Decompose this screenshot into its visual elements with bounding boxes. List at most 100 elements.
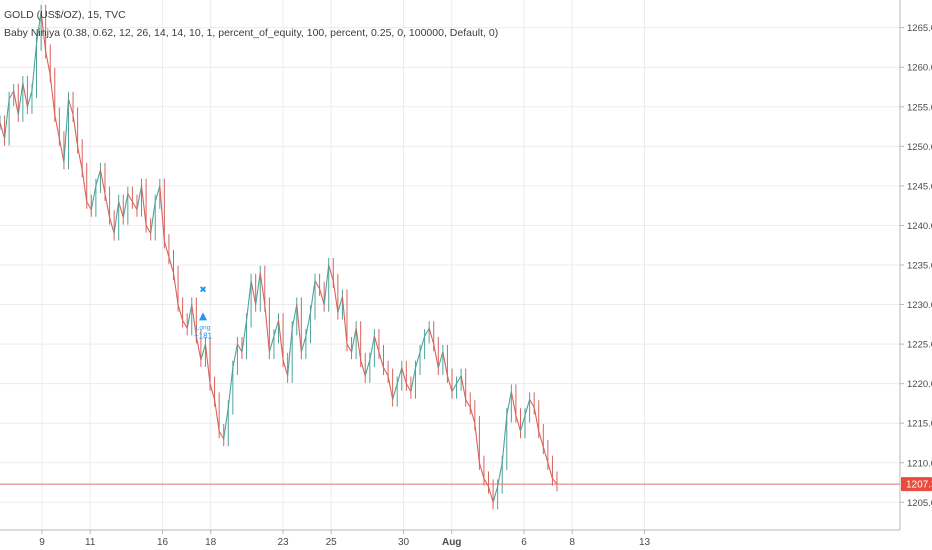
price-segment	[314, 280, 321, 290]
price-segment	[90, 185, 97, 210]
price-segment	[154, 185, 161, 202]
price-segment	[332, 280, 339, 313]
x-tick-label: 25	[326, 537, 338, 548]
price-segment	[177, 304, 184, 321]
price-segment	[369, 336, 375, 361]
price-segment	[232, 344, 238, 368]
price-segment	[31, 43, 38, 92]
price-segment	[524, 399, 531, 416]
price-segment	[113, 201, 120, 234]
price-segment	[341, 296, 348, 345]
price-segment	[0, 122, 6, 139]
price-segment	[401, 367, 407, 384]
price-segment	[346, 343, 353, 353]
price-segment	[4, 98, 10, 139]
strategy-title[interactable]: Baby Ninjya (0.38, 0.62, 12, 26, 14, 14,…	[4, 27, 499, 39]
price-segment	[456, 375, 462, 384]
price-segment	[296, 304, 302, 353]
price-segment	[460, 375, 467, 400]
price-segment	[497, 462, 503, 487]
arrow-up-icon	[199, 312, 207, 321]
price-segment	[241, 320, 248, 353]
symbol-title[interactable]: GOLD (US$/OZ), 15, TVC	[4, 9, 126, 21]
price-segment	[95, 169, 101, 187]
price-segment	[40, 11, 47, 52]
x-tick-label: 23	[277, 537, 289, 548]
price-segment	[236, 343, 243, 353]
price-segment	[214, 399, 220, 432]
y-tick-label: 1210.00	[907, 458, 932, 469]
price-segment	[150, 201, 156, 234]
price-segment	[168, 256, 175, 274]
price-segment	[131, 201, 138, 210]
price-segment	[127, 193, 133, 202]
y-tick-label: 1245.00	[907, 181, 932, 192]
y-tick-label: 1220.00	[907, 379, 932, 390]
price-segment	[387, 375, 394, 400]
price-segment	[172, 272, 179, 305]
price-segment	[35, 11, 42, 44]
price-segment	[291, 304, 298, 329]
price-segment	[223, 407, 229, 440]
price-segment	[383, 367, 389, 377]
x-tick-label: 8	[569, 537, 575, 548]
y-tick-label: 1260.00	[907, 63, 932, 74]
price-segment	[300, 336, 307, 353]
price-segment	[159, 185, 165, 242]
price-axis[interactable]: 1265.00 1260.00 1255.00 1250.00 1245.00 1240.…	[900, 23, 932, 509]
trade-label-top: Long	[196, 324, 211, 331]
current-price-badge: 1207.30	[901, 477, 932, 492]
y-tick-label: 1230.00	[907, 300, 932, 311]
price-segment	[204, 344, 211, 384]
price-segment	[245, 280, 252, 321]
price-segment	[364, 359, 371, 376]
price-segment	[287, 328, 293, 376]
price-segment	[209, 383, 216, 400]
price-segment	[442, 351, 448, 376]
price-segment	[506, 391, 512, 416]
price-segment	[351, 328, 357, 353]
price-segment	[542, 446, 549, 463]
price-segment	[309, 280, 316, 313]
price-segment	[49, 75, 56, 115]
x-icon: ✖	[199, 285, 207, 295]
x-tick-label: Aug	[442, 537, 461, 548]
price-segment	[414, 351, 421, 368]
x-tick-label: 11	[85, 537, 96, 548]
y-tick-label: 1205.00	[907, 498, 932, 509]
price-segment	[433, 344, 439, 368]
trade-label-bottom: +181	[194, 331, 213, 340]
price-segment	[492, 486, 499, 503]
x-tick-label: 18	[205, 537, 217, 548]
current-price-label: 1207.30	[906, 480, 932, 491]
x-tick-label: 30	[398, 537, 410, 548]
price-segment	[323, 264, 330, 305]
price-segment	[451, 383, 458, 392]
price-segment	[305, 312, 311, 337]
price-segment	[182, 320, 188, 329]
price-segment	[319, 288, 325, 305]
price-segment	[515, 415, 522, 432]
price-segment	[282, 359, 289, 376]
price-segment	[328, 264, 334, 281]
price-segment	[405, 383, 412, 392]
price-segment	[250, 280, 257, 305]
price-segment	[268, 336, 275, 353]
time-axis[interactable]: 9 11 16 18 23 25 30 Aug 6 8 13	[39, 530, 650, 548]
y-tick-label: 1240.00	[907, 221, 932, 232]
price-segment	[67, 98, 74, 115]
y-tick-label: 1225.00	[907, 340, 932, 351]
price-segment	[474, 423, 480, 463]
price-segment	[396, 367, 403, 384]
price-segment	[99, 169, 106, 194]
price-segment	[419, 336, 426, 353]
price-segment	[547, 462, 553, 479]
price-segment	[510, 391, 517, 416]
price-segment	[140, 185, 147, 226]
price-segment	[483, 478, 489, 487]
price-segment	[200, 343, 206, 361]
price-segment	[378, 351, 385, 368]
y-tick-label: 1215.00	[907, 419, 932, 430]
price-segment	[26, 90, 33, 107]
